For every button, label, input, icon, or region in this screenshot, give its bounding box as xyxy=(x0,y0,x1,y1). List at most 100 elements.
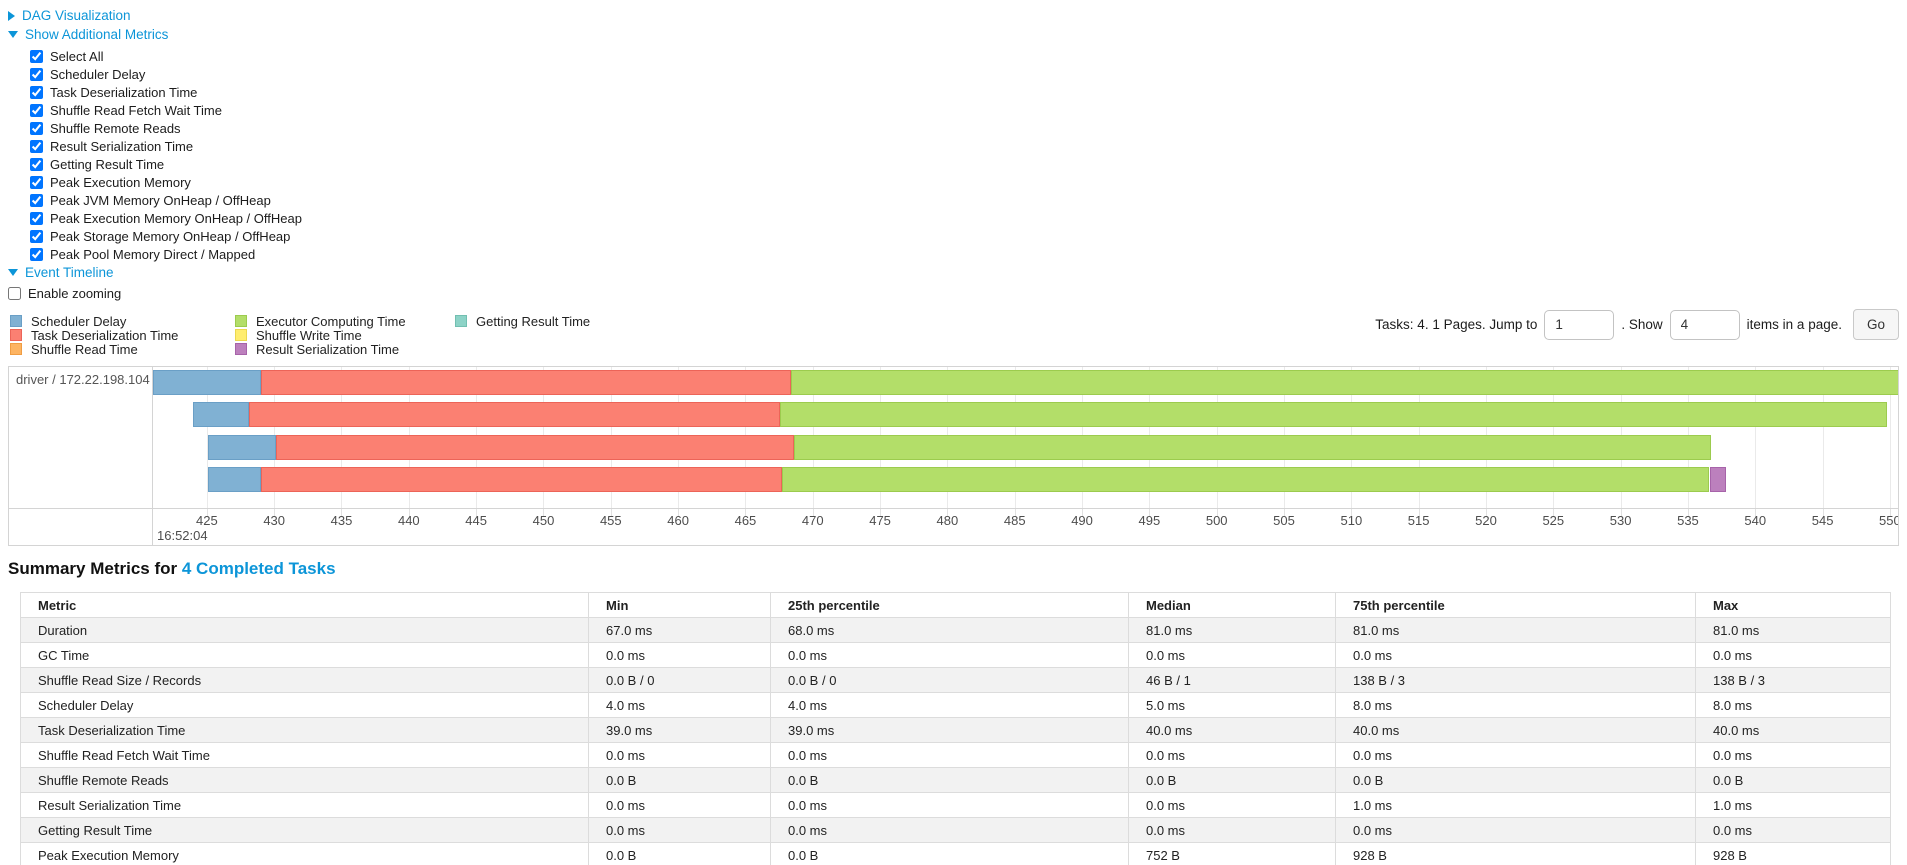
axis-tick xyxy=(678,509,680,517)
event-timeline-chart: driver / 172.22.198.104 425 430 435 440 445 4… xyxy=(8,366,1899,546)
axis-tick-label: 470 xyxy=(801,513,824,528)
metric-value-cell: 928 B xyxy=(1335,842,1696,865)
metric-checkbox-row: Shuffle Read Fetch Wait Time xyxy=(30,101,1899,119)
legend-item-shuffle-read: Shuffle Read Time xyxy=(10,342,235,356)
metric-checkbox[interactable] xyxy=(30,229,43,243)
task-bar-segment-scheduler-delay[interactable] xyxy=(153,370,261,395)
axis-tick xyxy=(1553,509,1555,517)
legend-label: Result Serialization Time xyxy=(256,341,400,357)
table-row: Shuffle Read Size / Records 0.0 B / 0 0.0 … xyxy=(20,667,1891,693)
metric-checkbox[interactable] xyxy=(30,193,43,207)
task-bar-segment-executor-computing[interactable] xyxy=(793,434,1711,460)
pagination-items-text: items in a page. xyxy=(1746,317,1842,332)
pagination-show-text: . Show xyxy=(1621,317,1663,332)
axis-tick-label: 440 xyxy=(397,513,420,528)
metric-value-cell: 67.0 ms xyxy=(588,617,771,643)
metric-checkbox-label: Peak Storage Memory OnHeap / OffHeap xyxy=(50,228,291,244)
table-row: Result Serialization Time 0.0 ms 0.0 ms 0.0… xyxy=(20,792,1891,818)
enable-zooming-label: Enable zooming xyxy=(28,286,122,301)
task-bar-segment-result-serialization[interactable] xyxy=(1709,466,1726,492)
metric-checkbox-row: Scheduler Delay xyxy=(30,65,1899,83)
task-bar-segment-scheduler-delay[interactable] xyxy=(193,402,249,428)
axis-tick-label: 465 xyxy=(734,513,757,528)
metric-name-cell: Scheduler Delay xyxy=(20,692,589,718)
task-bar-segment-task-deserialization[interactable] xyxy=(260,370,792,395)
task-bar-segment-executor-computing[interactable] xyxy=(780,402,1888,428)
metric-checkbox[interactable] xyxy=(30,247,43,261)
go-button[interactable]: Go xyxy=(1852,309,1899,340)
metric-value-cell: 0.0 ms xyxy=(1335,742,1696,768)
executor-group-label: driver / 172.22.198.104 xyxy=(9,367,153,508)
axis-tick xyxy=(745,509,747,517)
items-per-page-input[interactable] xyxy=(1669,309,1740,340)
timeline-plot-area xyxy=(153,367,1898,508)
summary-column-header: Max xyxy=(1695,592,1891,618)
task-bar-segment-scheduler-delay[interactable] xyxy=(208,434,276,460)
metric-checkbox[interactable] xyxy=(30,211,43,225)
timeline-legend: Scheduler Delay Task Deserialization Time… xyxy=(8,314,590,356)
metric-checkbox[interactable] xyxy=(30,139,43,153)
table-row: GC Time 0.0 ms 0.0 ms 0.0 ms 0.0 ms 0.0 ms xyxy=(20,642,1891,668)
event-timeline-toggle[interactable]: Event Timeline xyxy=(8,263,1899,282)
show-additional-metrics-toggle[interactable]: Show Additional Metrics xyxy=(8,25,1899,44)
enable-zooming-checkbox[interactable] xyxy=(8,287,21,300)
axis-tick-label: 450 xyxy=(532,513,555,528)
additional-metrics-list: Select All Scheduler Delay Task Deserializ… xyxy=(8,47,1899,263)
metric-name-cell: Shuffle Remote Reads xyxy=(20,767,589,793)
axis-tick-label: 480 xyxy=(936,513,959,528)
metric-checkbox[interactable] xyxy=(30,103,43,117)
scheduler-delay-swatch-icon xyxy=(10,315,22,327)
metric-value-cell: 0.0 ms xyxy=(588,642,771,668)
metric-checkbox[interactable] xyxy=(30,121,43,135)
task-deserialization-swatch-icon xyxy=(10,329,22,341)
chevron-right-icon xyxy=(8,10,15,21)
metric-value-cell: 0.0 B / 0 xyxy=(770,667,1129,693)
task-bar-segment-executor-computing[interactable] xyxy=(781,466,1710,492)
gridline xyxy=(1889,367,1891,508)
metric-checkbox[interactable] xyxy=(30,85,43,99)
event-timeline-link[interactable]: Event Timeline xyxy=(25,265,114,280)
metric-value-cell: 46 B / 1 xyxy=(1128,667,1336,693)
summary-column-header: Metric xyxy=(20,592,589,618)
axis-time-label: 16:52:04 xyxy=(157,528,208,543)
show-additional-metrics-link[interactable]: Show Additional Metrics xyxy=(25,27,169,42)
legend-label: Shuffle Write Time xyxy=(256,327,362,343)
metric-checkbox[interactable] xyxy=(30,175,43,189)
axis-tick-label: 460 xyxy=(667,513,689,528)
metric-value-cell: 138 B / 3 xyxy=(1695,667,1891,693)
jump-to-page-input[interactable] xyxy=(1544,309,1615,340)
metric-value-cell: 0.0 B xyxy=(588,767,771,793)
task-bar-segment-task-deserialization[interactable] xyxy=(248,402,781,428)
metric-name-cell: Peak Execution Memory xyxy=(20,842,589,865)
chevron-down-icon xyxy=(8,31,18,38)
metric-checkbox-row: Peak Storage Memory OnHeap / OffHeap xyxy=(30,227,1899,245)
metric-checkbox[interactable] xyxy=(30,67,43,81)
task-bar-segment-executor-computing[interactable] xyxy=(791,370,1898,395)
metric-value-cell: 0.0 ms xyxy=(1335,817,1696,843)
axis-tick-label: 540 xyxy=(1744,513,1767,528)
timeline-axis: 425 430 435 440 445 450 455 460 465 470 475 480 485 4… xyxy=(153,508,1898,545)
metric-checkbox[interactable] xyxy=(30,49,43,63)
enable-zooming-row: Enable zooming xyxy=(8,284,1899,303)
gridline xyxy=(1755,367,1757,508)
task-bar-segment-task-deserialization[interactable] xyxy=(260,466,782,492)
task-bar-segment-task-deserialization[interactable] xyxy=(275,434,794,460)
metric-value-cell: 0.0 ms xyxy=(1695,642,1891,668)
legend-column: Scheduler Delay Task Deserialization Time… xyxy=(10,314,235,356)
dag-visualization-toggle[interactable]: DAG Visualization xyxy=(8,6,1899,25)
table-row: Shuffle Read Fetch Wait Time 0.0 ms 0.0 ms… xyxy=(20,742,1891,768)
legend-item-shuffle-write: Shuffle Write Time xyxy=(235,328,455,342)
metric-checkbox-label: Peak JVM Memory OnHeap / OffHeap xyxy=(50,192,271,208)
table-row: Getting Result Time 0.0 ms 0.0 ms 0.0 ms 0.0… xyxy=(20,817,1891,843)
legend-item-task-deserialization: Task Deserialization Time xyxy=(10,328,235,342)
metric-value-cell: 40.0 ms xyxy=(1335,717,1696,743)
gridline xyxy=(206,367,208,508)
table-row: Task Deserialization Time 39.0 ms 39.0 ms 4… xyxy=(20,717,1891,743)
metric-checkbox[interactable] xyxy=(30,157,43,171)
metric-checkbox-label: Peak Execution Memory OnHeap / OffHeap xyxy=(50,210,302,226)
dag-visualization-link[interactable]: DAG Visualization xyxy=(22,8,131,23)
legend-column: Getting Result Time xyxy=(455,314,590,356)
task-bar-segment-scheduler-delay[interactable] xyxy=(208,466,261,492)
metric-value-cell: 1.0 ms xyxy=(1695,792,1891,818)
completed-tasks-link[interactable]: 4 Completed Tasks xyxy=(181,559,336,578)
